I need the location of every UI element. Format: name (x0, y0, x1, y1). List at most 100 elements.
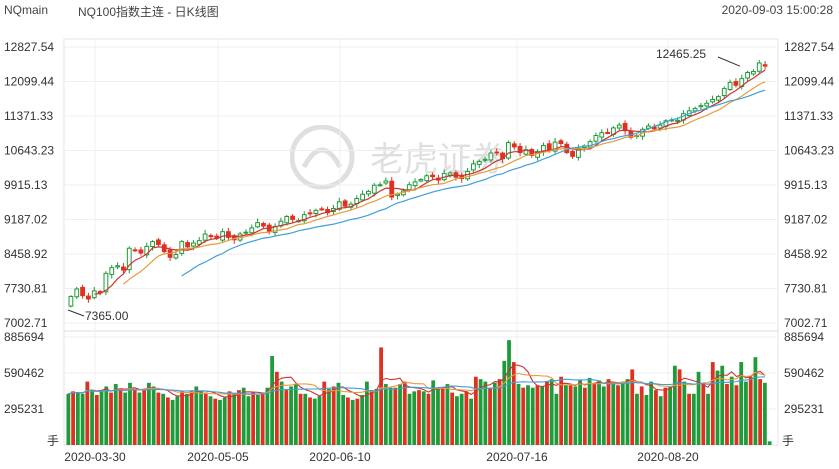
volume-bar (635, 393, 639, 445)
candle-body (698, 105, 704, 108)
volume-bar (691, 393, 696, 445)
volume-bar (488, 387, 492, 445)
volume-bar (346, 397, 350, 445)
volume-bar (417, 390, 421, 445)
candle-body (196, 240, 202, 245)
price-tick-label-left: 7002.71 (4, 316, 48, 330)
volume-bar (620, 381, 625, 445)
volume-bar (516, 384, 521, 445)
volume-bar (464, 391, 469, 445)
candle-body (558, 140, 564, 145)
candle-body (202, 233, 208, 241)
high-annotation: 12465.25 (656, 47, 706, 61)
volume-bar (336, 382, 341, 445)
volume-tick-label-right: 590462 (784, 366, 824, 380)
date-tick-label: 2020-07-16 (486, 450, 548, 464)
volume-bar (274, 371, 279, 445)
volume-bar (592, 384, 597, 445)
volume-tick-label-left: 885694 (4, 330, 44, 344)
price-tick-label-left: 8458.92 (4, 247, 48, 261)
volume-bar (227, 391, 232, 445)
volume-bar (436, 388, 440, 445)
candle-body (471, 163, 476, 171)
candle-body (622, 122, 628, 132)
date-tick-label: 2020-03-30 (64, 450, 126, 464)
high-annotation-leader (717, 56, 741, 67)
chart-title: NQ100指数主连 - 日K线图 (78, 5, 219, 19)
volume-unit-right: 手 (782, 434, 794, 448)
volume-bar (180, 391, 184, 445)
volume-bar (331, 386, 336, 445)
candle-body (126, 247, 132, 271)
candle-body (179, 241, 185, 254)
volume-bar (748, 376, 753, 445)
volume-bar (511, 362, 516, 445)
volume-bar (94, 395, 99, 445)
candle-body (383, 180, 389, 184)
volume-bar (725, 384, 729, 445)
volume-bar (682, 381, 687, 445)
volume-bar (137, 392, 142, 445)
candle-body (191, 242, 196, 247)
volume-bar (293, 384, 298, 445)
candle-body (733, 81, 739, 86)
volume-bar (412, 391, 417, 445)
candle-body (103, 272, 109, 293)
candle-body (121, 266, 126, 271)
volume-bar (540, 386, 545, 445)
volume-tick-label-left: 590462 (4, 366, 44, 380)
volume-bar (203, 392, 208, 445)
volume-bar (715, 370, 720, 445)
volume-bar (270, 355, 275, 445)
volume-bar (165, 397, 170, 445)
volume-bar (625, 379, 630, 445)
candle-body (517, 145, 523, 154)
volume-bar (677, 369, 682, 445)
chart-header: NQmain NQ100指数主连 - 日K线图 2020-09-03 15:00… (0, 0, 839, 19)
candle-body (138, 249, 144, 254)
volume-bar (237, 390, 241, 445)
volume-bar (355, 398, 360, 445)
volume-bar (739, 362, 744, 445)
price-tick-label-left: 12099.44 (4, 74, 54, 88)
volume-bar (568, 385, 573, 445)
candle-body (313, 209, 319, 214)
candle-body (377, 184, 383, 187)
price-tick-label-right: 9915.13 (784, 178, 828, 192)
volume-bar (601, 386, 606, 445)
candle-body (651, 126, 657, 130)
volume-bar (573, 386, 578, 445)
volume-bar (668, 386, 673, 445)
volume-bar (289, 386, 293, 445)
candle-body (80, 286, 85, 297)
candle-body (371, 184, 377, 194)
volume-bar (734, 385, 739, 445)
price-tick-label-right: 12827.54 (784, 40, 834, 54)
candle-body (710, 98, 715, 103)
volume-bar (256, 395, 260, 445)
candle-body (226, 231, 231, 238)
price-tick-label-right: 10643.23 (784, 143, 834, 157)
candle-body (319, 208, 325, 211)
volume-bar (251, 392, 256, 445)
volume-bar (175, 396, 180, 445)
price-ma-line-ma5 (94, 69, 766, 295)
volume-bar (383, 384, 388, 445)
volume-bar (459, 393, 464, 445)
candle-body (447, 172, 453, 176)
volume-bar (128, 382, 132, 445)
candle-body (488, 152, 494, 161)
price-tick-label-left: 9915.13 (4, 178, 48, 192)
volume-bar (260, 393, 265, 445)
volume-bar (663, 387, 668, 445)
volume-bar (483, 381, 488, 445)
volume-bar (99, 390, 104, 445)
candle-body (570, 151, 575, 157)
volume-tick-label-right: 885694 (784, 330, 824, 344)
candle-body (424, 175, 430, 182)
volume-bar (440, 387, 445, 445)
volume-bar (744, 381, 748, 445)
candle-body (721, 88, 727, 96)
candle-body (593, 134, 599, 142)
candle-body (290, 215, 295, 220)
